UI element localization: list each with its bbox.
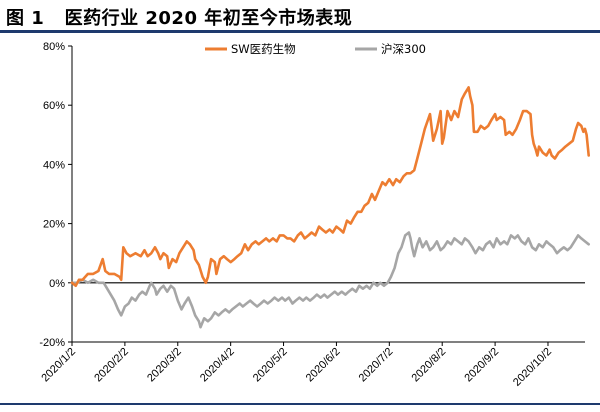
header-rule — [0, 30, 600, 33]
figure-title: 图 1 医药行业 2020 年初至今市场表现 — [6, 4, 352, 30]
y-axis: -20% 0% 20% 40% 60% 80% — [39, 41, 72, 349]
y-tick-label: 40% — [43, 159, 65, 171]
legend: SW医药生物 沪深300 — [205, 42, 426, 56]
line-chart: -20%0%20%40%60%80% 2020/1/2 2020/2/2 2020/… — [39, 41, 590, 389]
y-tick-label: 60% — [43, 100, 65, 112]
legend-label: 沪深300 — [381, 42, 426, 56]
x-tick-label: 2020/5/2 — [251, 346, 290, 385]
figure-title-text: 医药行业 2020 年初至今市场表现 — [64, 8, 353, 29]
y-tick-label: -20% — [39, 337, 65, 349]
x-tick-label: 2020/7/2 — [357, 346, 396, 385]
x-tick-label: 2020/9/2 — [462, 346, 501, 385]
y-tick-label: 20% — [43, 219, 65, 231]
y-tick-label: 0% — [49, 278, 65, 290]
footer-rule — [0, 403, 600, 405]
x-tick-label: 2020/3/2 — [145, 346, 184, 385]
x-tick-label: 2020/2/2 — [92, 346, 131, 385]
x-axis: 2020/1/2 2020/2/2 2020/3/2 2020/4/2 2020/5/2… — [39, 342, 554, 389]
figure-header: 图 1 医药行业 2020 年初至今市场表现 — [0, 0, 600, 34]
series-line — [70, 86, 590, 288]
x-tick-label: 2020/6/2 — [304, 346, 343, 385]
legend-label: SW医药生物 — [231, 42, 296, 56]
x-tick-label: 2020/8/2 — [410, 346, 449, 385]
y-tick-label: 80% — [43, 41, 65, 53]
series-group — [70, 86, 590, 329]
x-tick-label: 2020/1/2 — [39, 346, 78, 385]
x-tick-label: 2020/10/2 — [511, 346, 554, 389]
x-tick-label: 2020/4/2 — [198, 346, 237, 385]
series-line — [70, 231, 590, 329]
figure-label: 图 1 — [6, 8, 45, 29]
